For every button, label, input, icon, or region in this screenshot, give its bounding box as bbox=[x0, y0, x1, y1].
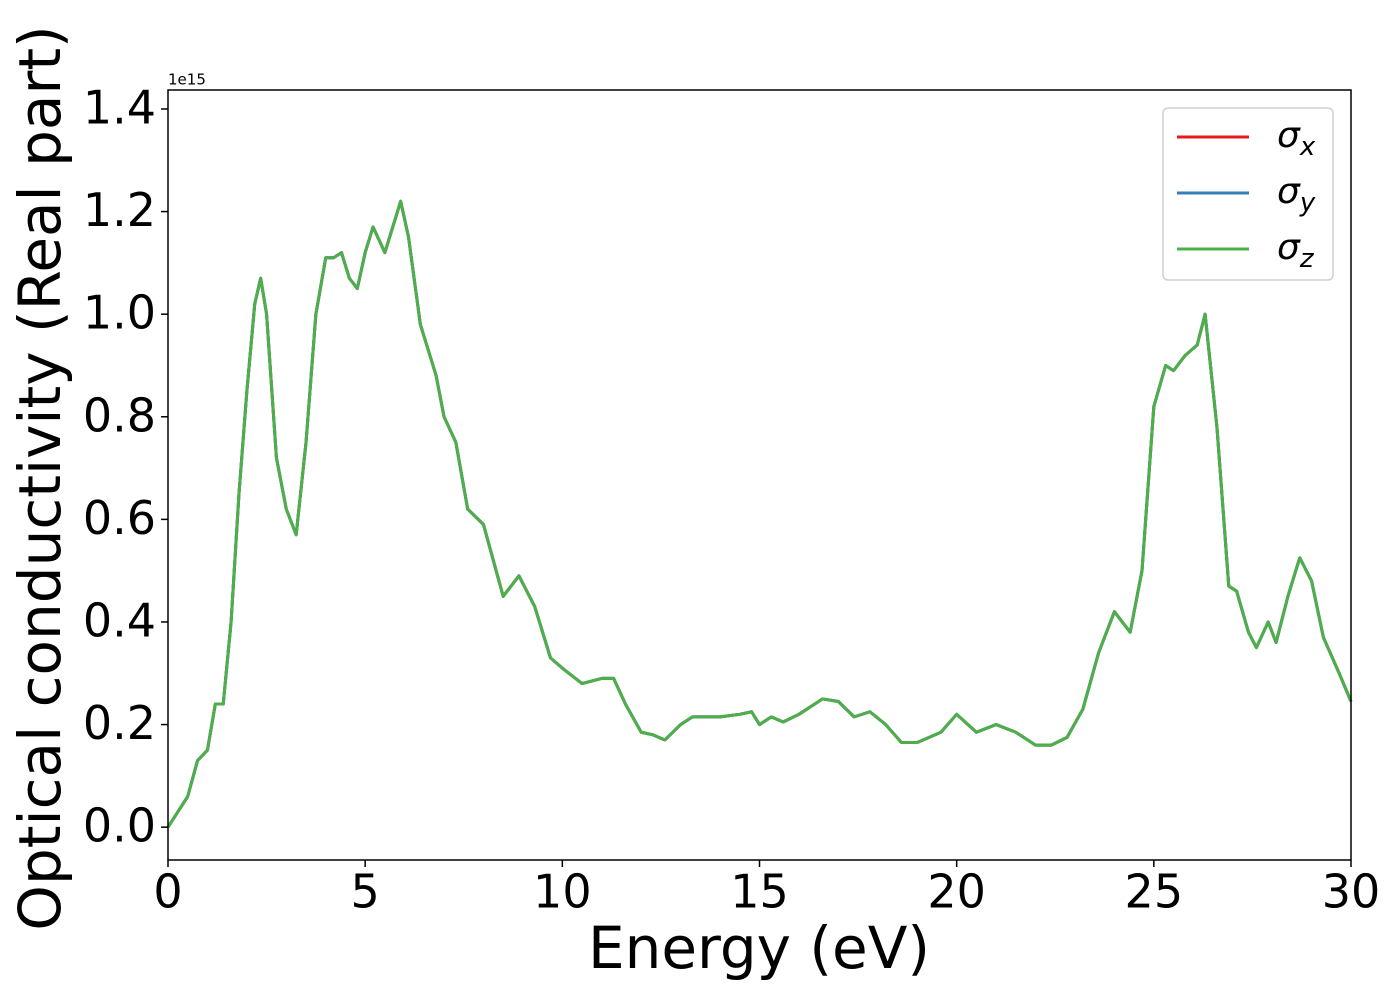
legend-label: σx bbox=[1277, 115, 1316, 162]
y-axis-label: Optical conductivity (Real part) bbox=[6, 25, 74, 930]
plot-frame bbox=[167, 89, 1352, 861]
x-axis-label: Energy (eV) bbox=[588, 914, 930, 982]
x-tick-label: 15 bbox=[730, 865, 789, 919]
series-line bbox=[166, 199, 1353, 828]
x-tick-label: 0 bbox=[153, 865, 182, 919]
y-tick-label: 1.2 bbox=[83, 183, 156, 237]
y-tick-label: 1.0 bbox=[83, 286, 156, 340]
y-tick-label: 0.8 bbox=[83, 388, 156, 442]
y-tick-label: 1.4 bbox=[83, 80, 156, 134]
y-tick-label: 0.2 bbox=[83, 696, 156, 750]
x-tick-label: 20 bbox=[927, 865, 986, 919]
series-line bbox=[166, 199, 1353, 828]
legend-label: σz bbox=[1277, 227, 1315, 274]
y-tick-label: 0.4 bbox=[83, 593, 156, 647]
series-line bbox=[166, 199, 1353, 828]
offset-text: 1e15 bbox=[168, 71, 206, 89]
x-tick-label: 10 bbox=[533, 865, 592, 919]
x-tick-label: 25 bbox=[1125, 865, 1184, 919]
y-tick-label: 0.6 bbox=[83, 491, 156, 545]
legend-label: σy bbox=[1277, 171, 1316, 218]
y-tick-label: 0.0 bbox=[83, 799, 156, 853]
x-tick-label: 30 bbox=[1322, 865, 1381, 919]
x-tick-label: 5 bbox=[351, 865, 380, 919]
